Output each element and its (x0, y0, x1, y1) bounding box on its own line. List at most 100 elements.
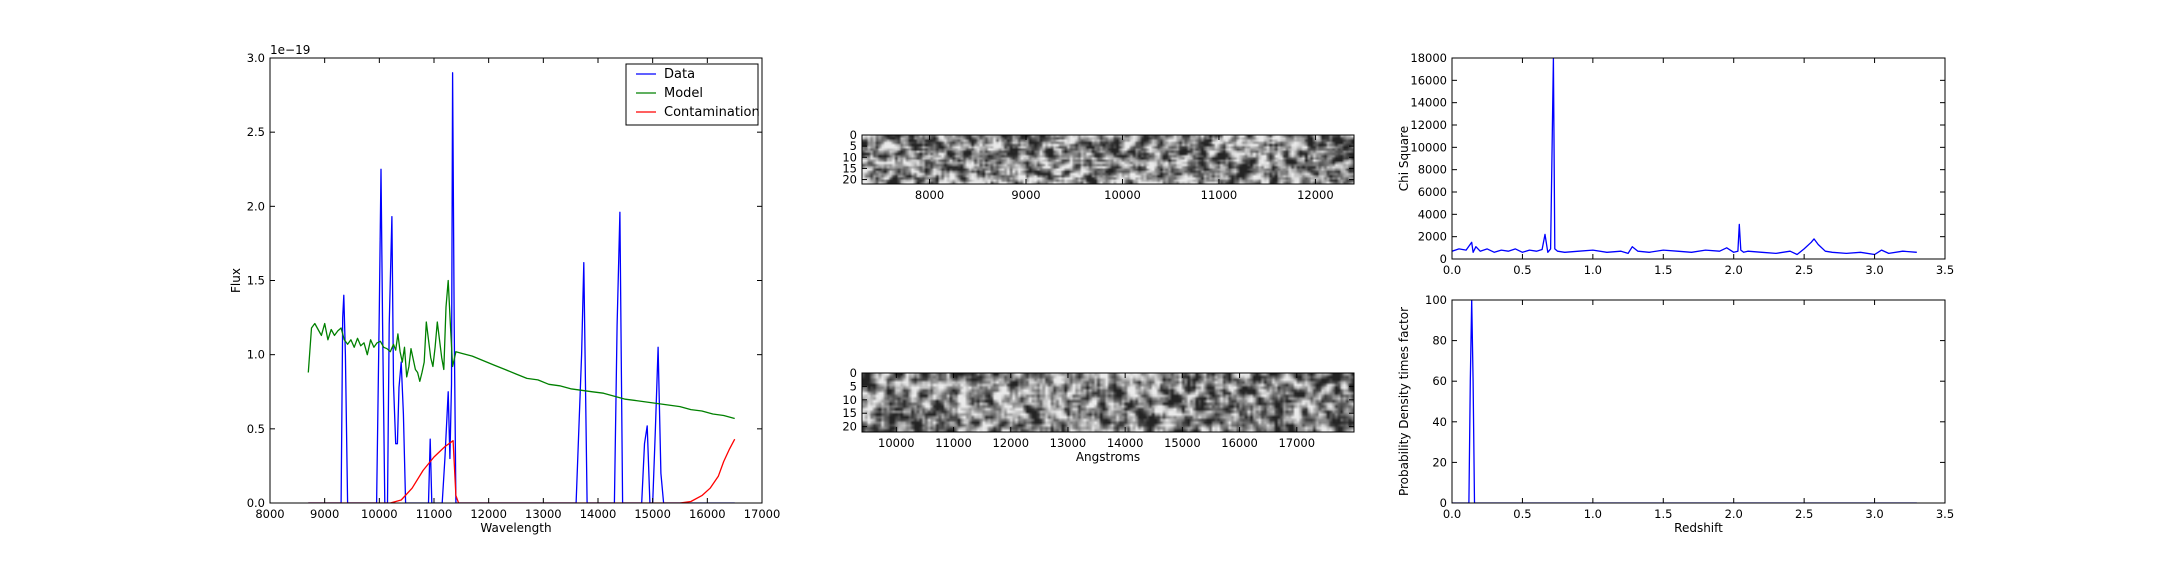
series-line-model (307, 279, 735, 420)
y-tick-label: 2000 (1418, 230, 1447, 244)
y-tick-label: 15 (842, 406, 857, 420)
y-tick-label: 20 (1432, 455, 1447, 469)
series-line-data (308, 72, 735, 503)
y-tick-label: 20 (842, 173, 857, 187)
legend-label-contamination: Contamination (664, 105, 760, 120)
y-tick-label: 40 (1432, 415, 1447, 429)
x-tick-label: 3.5 (1936, 263, 1954, 277)
x-tick-label: 17000 (1278, 436, 1315, 450)
x-tick-label: 10000 (1104, 188, 1141, 202)
probability-density-plot: 0.0 0.5 1.0 1.5 2.0 2.5 3.0 3.5 0 20 40 60 80 100 Reds… (1397, 293, 1954, 535)
y-axis-label: Flux (229, 268, 243, 293)
x-tick-label: 1.0 (1584, 263, 1602, 277)
x-tick-label: 3.5 (1936, 507, 1954, 521)
y-tick-label: 80 (1432, 334, 1447, 348)
y-tick-label: 60 (1432, 374, 1447, 388)
spectrum-image (862, 373, 1354, 432)
x-tick-label: 2.0 (1725, 507, 1743, 521)
x-tick-label: 0.0 (1443, 507, 1461, 521)
x-tick-label: 10000 (878, 436, 915, 450)
x-tick-label: 12000 (1297, 188, 1334, 202)
plot-frame (1451, 57, 1946, 260)
x-tick-label: 11000 (935, 436, 972, 450)
x-tick-label: 3.0 (1865, 507, 1883, 521)
y-tick-label: 0 (1440, 496, 1447, 510)
y-tick-label: 1.0 (247, 348, 265, 362)
y-axis-label: Chi Square (1397, 126, 1411, 191)
chi-square-plot: 0.0 0.5 1.0 1.5 2.0 2.5 3.0 3.5 0 2000 4000 6000 800… (1397, 51, 1954, 277)
x-tick-label: 13000 (525, 507, 562, 521)
flux-offset-text: 1e−19 (270, 43, 310, 57)
y-tick-label: 100 (1425, 293, 1447, 307)
legend-label-data: Data (664, 67, 695, 82)
y-tick-label: 16000 (1410, 73, 1447, 87)
x-tick-label: 2.5 (1795, 507, 1813, 521)
y-tick-label: 2.0 (247, 199, 265, 213)
y-tick-label: 2.5 (247, 125, 265, 139)
y-tick-label: 10000 (1410, 140, 1447, 154)
x-tick-label: 1.5 (1654, 263, 1672, 277)
y-tick-label: 10 (842, 150, 857, 164)
x-tick-label: 0.5 (1513, 507, 1531, 521)
x-axis-label: Angstroms (1076, 450, 1140, 464)
y-tick-label: 0 (1440, 252, 1447, 266)
y-tick-label: 5 (850, 379, 857, 393)
x-axis-label: Redshift (1674, 521, 1723, 535)
legend-label-model: Model (664, 86, 703, 101)
x-tick-label: 11000 (416, 507, 453, 521)
plot-frame (861, 134, 1355, 185)
series-line-main (1452, 58, 1917, 256)
x-tick-label: 8000 (915, 188, 944, 202)
x-tick-label: 16000 (1221, 436, 1258, 450)
x-tick-label: 11000 (1201, 188, 1238, 202)
flux-spectrum-plot: 1e−19 8000 9000 10000 11000 12000 13000 14000 1… (229, 43, 780, 535)
x-tick-label: 9000 (1011, 188, 1040, 202)
y-tick-label: 0 (850, 128, 857, 142)
y-tick-label: 10 (842, 393, 857, 407)
x-tick-label: 13000 (1050, 436, 1087, 450)
y-tick-label: 4000 (1418, 207, 1447, 221)
y-tick-label: 15 (842, 161, 857, 175)
legend: Data Model Contamination (625, 63, 760, 126)
x-tick-label: 0.0 (1443, 263, 1461, 277)
x-axis-label: Wavelength (480, 521, 551, 535)
x-tick-label: 2.5 (1795, 263, 1813, 277)
y-tick-label: 20 (842, 420, 857, 434)
x-tick-label: 1.5 (1654, 507, 1672, 521)
y-axis-label: Probability Density times factor (1397, 307, 1411, 496)
plot-frame (861, 372, 1355, 433)
y-tick-label: 6000 (1418, 185, 1447, 199)
x-tick-label: 15000 (1164, 436, 1201, 450)
y-tick-label: 12000 (1410, 118, 1447, 132)
x-tick-label: 14000 (1107, 436, 1144, 450)
y-tick-label: 14000 (1410, 96, 1447, 110)
x-tick-label: 3.0 (1865, 263, 1883, 277)
y-tick-label: 3.0 (247, 51, 265, 65)
x-tick-label: 10000 (361, 507, 398, 521)
x-tick-label: 0.5 (1513, 263, 1531, 277)
y-tick-label: 18000 (1410, 51, 1447, 65)
x-tick-label: 2.0 (1725, 263, 1743, 277)
y-tick-label: 0 (850, 366, 857, 380)
y-tick-label: 0.0 (247, 496, 265, 510)
x-tick-label: 9000 (310, 507, 339, 521)
x-tick-label: 8000 (255, 507, 284, 521)
y-tick-label: 1.5 (247, 274, 265, 288)
x-tick-label: 14000 (580, 507, 617, 521)
plot-frame (1451, 299, 1946, 504)
x-tick-label: 16000 (689, 507, 726, 521)
y-tick-label: 5 (850, 139, 857, 153)
x-tick-label: 15000 (634, 507, 671, 521)
series-line-contamination (308, 438, 736, 503)
spectrum-image (862, 135, 1354, 184)
y-tick-label: 8000 (1418, 163, 1447, 177)
x-tick-label: 1.0 (1584, 507, 1602, 521)
spectrum-2d-image-bottom: 10000 11000 12000 13000 14000 15000 16000 17000… (842, 366, 1355, 464)
x-tick-label: 17000 (744, 507, 781, 521)
x-tick-label: 12000 (470, 507, 507, 521)
y-tick-label: 0.5 (247, 422, 265, 436)
x-tick-label: 12000 (992, 436, 1029, 450)
